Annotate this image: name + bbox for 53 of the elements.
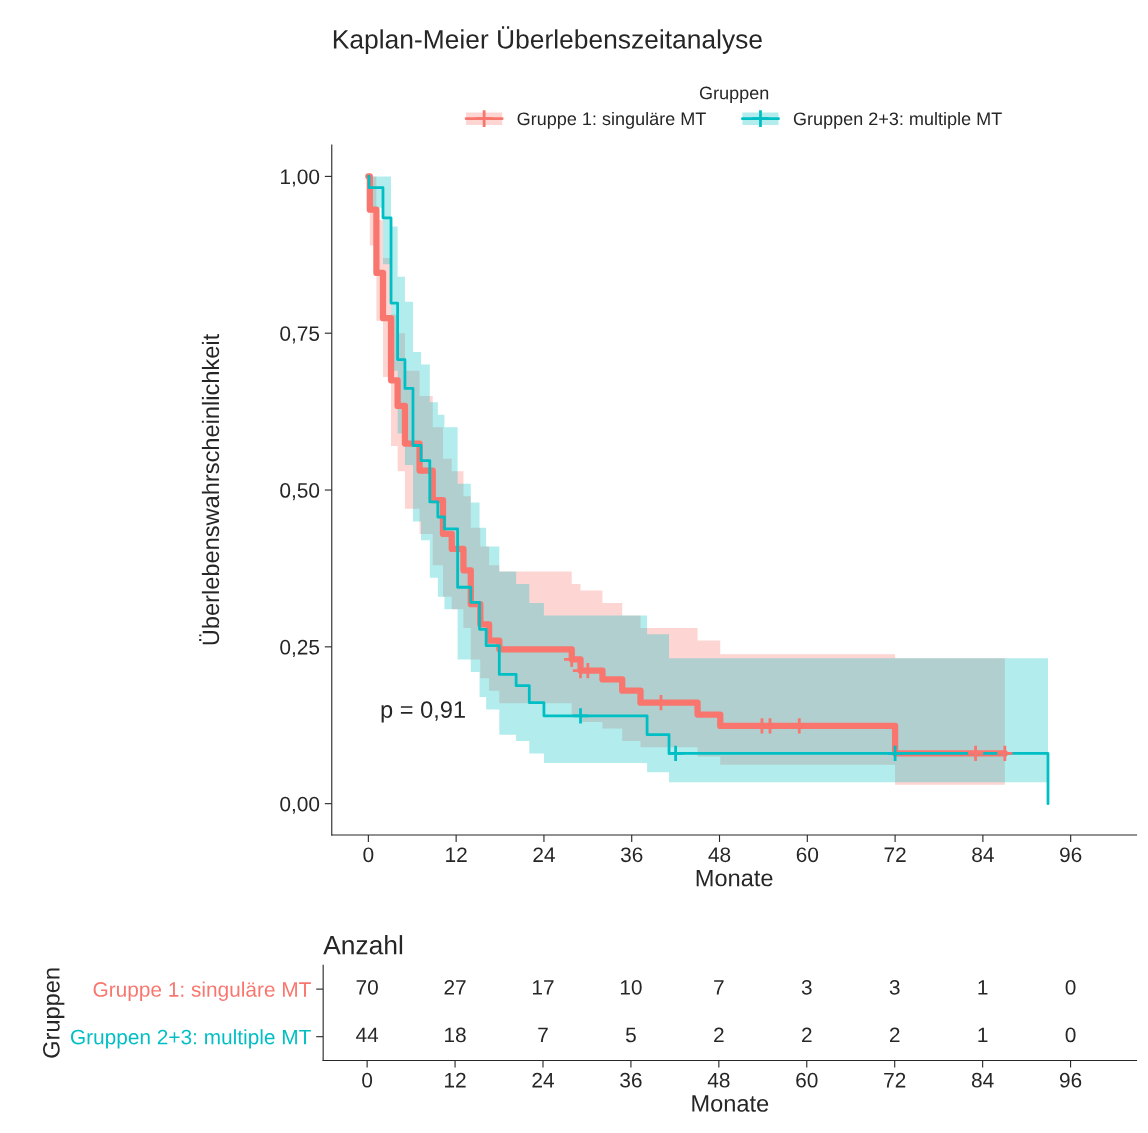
annotation: p = 0,91 [381,701,465,723]
x-tick-label: 12 [445,1072,466,1088]
x-axis-title: Monate [692,1095,769,1112]
data-label: 0 [1065,979,1076,995]
data-label: 3 [889,979,900,995]
x-tick-label: 12 [446,847,467,862]
y-tick-label: 0,75 [280,326,320,344]
x-tick-label: 48 [708,847,731,863]
data-label: 17 [532,980,554,995]
data-label: 27 [444,979,466,995]
x-tick-label: 72 [884,1072,906,1088]
x-tick-label: 24 [532,1072,554,1088]
data-label: 70 [356,979,378,995]
y-tick-label: Gruppen 2+3: multiple MT [70,1029,311,1049]
x-tick-label: 0 [362,1072,373,1088]
data-label: 1 [978,980,988,995]
x-tick-label: 72 [884,847,906,862]
x-axis-title: Monate [696,869,773,887]
data-label: 7 [714,980,724,995]
x-tick-label: 36 [620,847,643,863]
y-axis-title: Überlebenswahrscheinlichkeit [199,334,220,645]
y-tick-label: 1,00 [281,169,320,187]
x-tick-label: 84 [971,1072,994,1088]
chart-title: Anzahl [323,935,403,955]
x-tick-label: 84 [972,847,994,863]
x-tick-label: 24 [533,847,555,862]
y-tick-label: Gruppe 1: singuläre MT [93,981,311,1001]
x-tick-label: 96 [1059,1072,1082,1088]
legend-label: Gruppen 2+3: multiple MT [793,111,1002,129]
chart-title: Kaplan-Meier Überlebenszeitanalyse [333,26,762,54]
data-label: 2 [802,1027,812,1043]
data-label: 2 [714,1027,724,1043]
x-tick-label: 36 [620,1072,642,1088]
x-tick-label: 48 [707,1072,730,1088]
data-label: 10 [620,979,642,995]
data-label: 3 [801,979,812,995]
y-axis-title: Gruppen [43,968,65,1058]
data-label: 0 [1065,1027,1076,1043]
x-tick-label: 60 [796,847,819,863]
legend-title: Gruppen [699,86,769,103]
data-label: 5 [625,1027,636,1043]
x-tick-label: 96 [1060,847,1082,863]
data-label: 44 [356,1027,379,1043]
x-tick-label: 60 [796,1072,818,1088]
data-label: 2 [889,1027,900,1043]
y-tick-label: 0,50 [280,483,320,501]
y-tick-label: 0,00 [280,796,320,814]
x-tick-label: 0 [363,847,374,863]
data-label: 7 [538,1027,548,1043]
legend-label: Gruppe 1: singuläre MT [517,111,706,129]
data-label: 1 [978,1027,988,1043]
y-tick-label: 0,25 [280,639,320,658]
data-label: 18 [445,1027,466,1043]
